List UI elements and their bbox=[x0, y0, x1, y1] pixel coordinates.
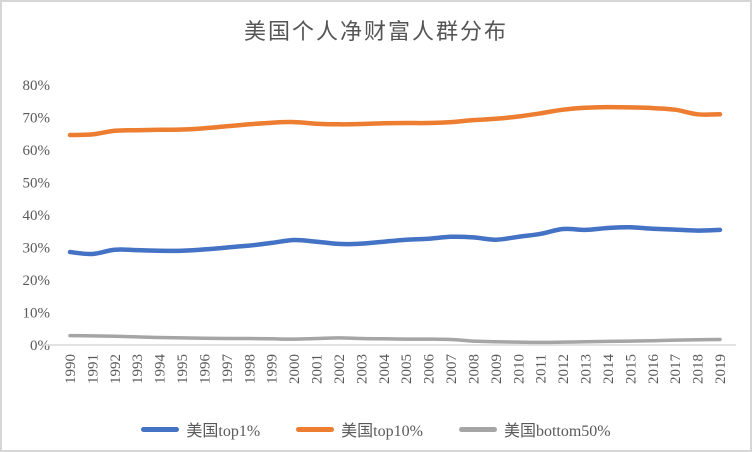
y-axis-tick-label: 0% bbox=[30, 338, 50, 354]
series-line-top10 bbox=[67, 104, 723, 138]
x-axis-tick-label: 2015 bbox=[623, 354, 639, 384]
x-axis-tick-label: 1999 bbox=[265, 354, 281, 384]
legend-label: 美国top10% bbox=[341, 423, 423, 440]
x-axis-tick-label: 2011 bbox=[534, 354, 550, 383]
x-axis-tick-label: 1990 bbox=[63, 354, 79, 384]
x-axis-tick-label: 2010 bbox=[511, 354, 527, 384]
legend-item-top10: 美国top10% bbox=[296, 417, 423, 441]
series-line-top1 bbox=[67, 225, 723, 257]
x-axis-tick-label: 1995 bbox=[175, 354, 191, 384]
y-axis-tick-label: 70% bbox=[23, 111, 51, 127]
x-axis-tick-label: 2003 bbox=[354, 354, 370, 384]
x-axis-tick-label: 2016 bbox=[646, 354, 662, 385]
x-axis-tick-label: 2001 bbox=[310, 354, 326, 384]
legend-label: 美国bottom50% bbox=[503, 423, 611, 440]
y-axis-tick-label: 30% bbox=[23, 241, 51, 257]
y-axis-tick-label: 60% bbox=[23, 143, 51, 159]
legend-line-swatch bbox=[141, 426, 180, 432]
x-axis-tick-label: 2018 bbox=[691, 354, 707, 384]
x-axis-tick-label: 1996 bbox=[197, 354, 213, 385]
x-axis-tick-label: 2019 bbox=[713, 354, 729, 384]
x-axis-tick-label: 2014 bbox=[601, 354, 617, 385]
legend-line-swatch bbox=[458, 426, 497, 432]
y-axis-tick-label: 20% bbox=[23, 273, 51, 289]
y-axis-tick-label: 40% bbox=[23, 208, 51, 224]
y-axis-tick-label: 80% bbox=[23, 78, 51, 94]
x-axis-tick-label: 2006 bbox=[422, 354, 438, 385]
legend-item-bottom50: 美国bottom50% bbox=[458, 417, 611, 441]
x-axis-tick-label: 2004 bbox=[377, 354, 393, 385]
x-axis-tick-label: 2002 bbox=[332, 354, 348, 384]
x-axis-tick-label: 2017 bbox=[668, 354, 684, 385]
x-axis-tick-label: 1993 bbox=[130, 354, 146, 384]
x-axis-tick-label: 2008 bbox=[466, 354, 482, 384]
y-axis-tick-label: 10% bbox=[23, 306, 51, 322]
x-axis-tick-label: 1998 bbox=[242, 354, 258, 384]
series-line-bottom50 bbox=[68, 333, 722, 345]
chart-legend: 美国top1% 美国top10% 美国bottom50% bbox=[2, 413, 750, 445]
legend-item-top1: 美国top1% bbox=[141, 417, 260, 441]
x-axis-tick-label: 2013 bbox=[579, 354, 595, 384]
x-axis-tick-label: 2000 bbox=[287, 354, 303, 384]
y-axis-tick-label: 50% bbox=[23, 176, 51, 192]
x-axis-tick-label: 1994 bbox=[153, 354, 169, 385]
chart-title: 美国个人净财富人群分布 bbox=[243, 19, 508, 44]
x-axis-tick-label: 1992 bbox=[108, 354, 124, 384]
legend-label: 美国top1% bbox=[186, 423, 261, 440]
x-axis-tick-label: 1991 bbox=[85, 354, 101, 384]
x-axis-tick-label: 2012 bbox=[556, 354, 572, 384]
x-axis-tick-label: 1997 bbox=[220, 354, 236, 385]
x-axis-tick-label: 2005 bbox=[399, 354, 415, 384]
x-axis-tick-label: 2007 bbox=[444, 354, 460, 385]
x-axis-tick-label: 2009 bbox=[489, 354, 505, 384]
legend-line-swatch bbox=[296, 426, 335, 432]
